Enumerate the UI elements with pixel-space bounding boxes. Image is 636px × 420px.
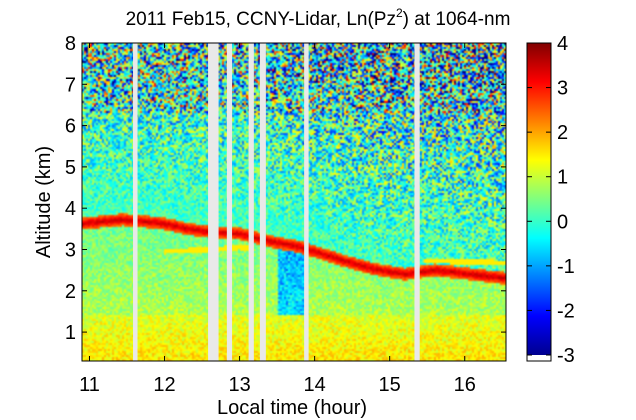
data-gaps <box>133 43 420 361</box>
colorbar-tick-label: -1 <box>557 256 575 278</box>
data-gap <box>133 43 138 361</box>
data-gap <box>208 43 219 361</box>
x-axis: 11 12 13 14 15 16 <box>79 43 476 396</box>
y-tick-label: 6 <box>65 116 76 138</box>
title-superscript: 2 <box>396 6 403 20</box>
chart-title: 2011 Feb15, CCNY-Lidar, Ln(Pz2) at 1064-… <box>126 6 511 30</box>
colorbar-tick-label: 1 <box>557 167 568 189</box>
x-tick-label: 11 <box>79 374 100 396</box>
x-tick-label: 13 <box>228 374 250 396</box>
y-tick-label: 3 <box>65 239 76 261</box>
colorbar-frame <box>526 42 552 362</box>
heatmap-image <box>82 43 506 361</box>
y-tick-label: 5 <box>65 157 76 179</box>
plot-frame <box>81 42 507 362</box>
y-axis-label: Altitude (km) <box>33 146 55 258</box>
y-tick-label: 4 <box>65 198 76 220</box>
heatmap-plot-area <box>82 43 506 361</box>
colorbar-ticks: -3 -2 -1 0 1 2 3 4 <box>527 33 575 367</box>
y-tick-label: 2 <box>65 281 76 303</box>
data-gap <box>226 43 233 361</box>
x-tick-label: 16 <box>454 374 476 396</box>
colorbar-tick-label: -2 <box>557 300 575 322</box>
colorbar-tick-label: 0 <box>557 211 568 233</box>
y-axis: 1 2 3 4 5 6 7 8 <box>65 33 506 344</box>
y-tick-label: 7 <box>65 74 76 96</box>
y-tick-label: 8 <box>65 33 76 55</box>
colorbar-tick-label: -3 <box>557 345 575 367</box>
data-gap <box>414 43 420 361</box>
colorbar-underflow <box>527 355 551 361</box>
colorbar <box>527 43 551 355</box>
x-tick-label: 15 <box>379 374 401 396</box>
colorbar-tick-label: 2 <box>557 122 568 144</box>
data-gap <box>248 43 254 361</box>
x-tick-label: 12 <box>153 374 175 396</box>
x-axis-label: Local time (hour) <box>217 397 367 419</box>
x-tick-label: 14 <box>304 374 326 396</box>
data-gap <box>259 43 266 361</box>
colorbar-tick-label: 4 <box>557 33 568 55</box>
y-tick-label: 1 <box>65 322 76 344</box>
colorbar-tick-label: 3 <box>557 78 568 100</box>
data-gap <box>304 43 309 361</box>
